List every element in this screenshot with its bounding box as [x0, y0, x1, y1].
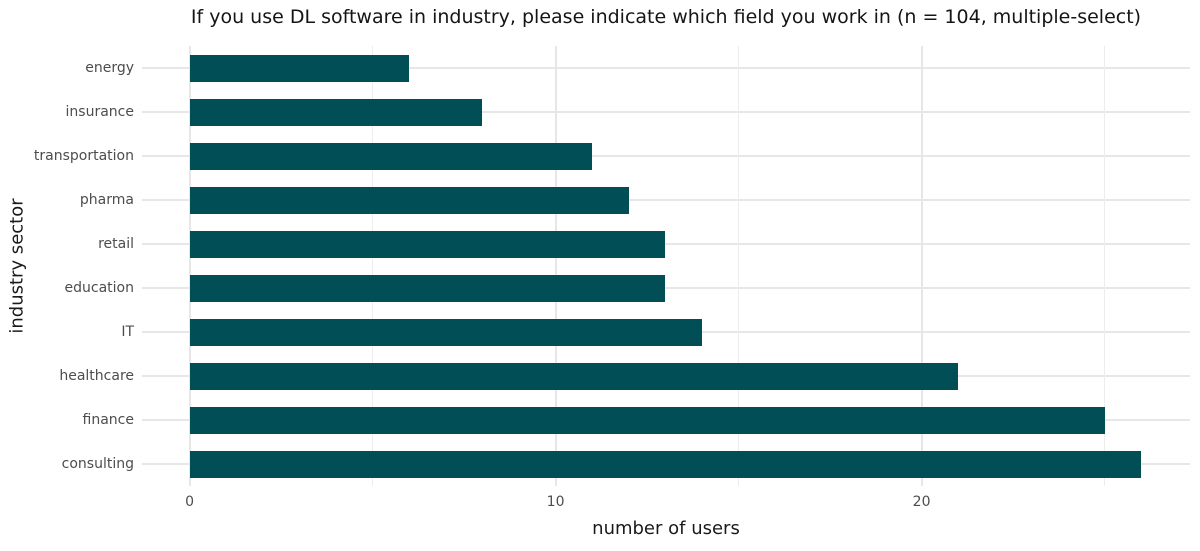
y-tick-label-pharma: pharma [79, 192, 134, 208]
y-tick-label-healthcare: healthcare [59, 368, 134, 384]
gridline-y-energy [142, 67, 1190, 69]
gridline-y-transportation [142, 155, 1190, 157]
bar-finance [189, 406, 1105, 434]
y-tick-label-education: education [64, 280, 134, 296]
y-tick-label-IT: IT [121, 324, 134, 340]
x-axis-ticks: 0 10 20 [142, 494, 1190, 514]
x-tick-label-20: 20 [912, 494, 931, 510]
y-tick-label-finance: finance [82, 412, 134, 428]
chart-title: If you use DL software in industry, plea… [190, 6, 1142, 28]
y-tick-label-consulting: consulting [61, 456, 134, 472]
gridline-y-retail [142, 243, 1190, 245]
gridline-y-education [142, 287, 1190, 289]
bar-IT [189, 318, 702, 346]
gridline-x-minor-5 [372, 46, 374, 486]
bar-energy [189, 54, 410, 82]
x-axis-title: number of users [592, 518, 740, 539]
bar-education [189, 274, 666, 302]
bar-insurance [189, 98, 483, 126]
bar-pharma [189, 186, 629, 214]
bar-transportation [189, 142, 593, 170]
gridline-y-insurance [142, 111, 1190, 113]
bar-healthcare [189, 362, 959, 390]
gridline-x-minor-15 [738, 46, 740, 486]
gridline-x-minor-25 [1104, 46, 1106, 486]
bar-retail [189, 230, 666, 258]
x-tick-label-0: 0 [185, 494, 195, 510]
y-tick-label-insurance: insurance [65, 104, 134, 120]
bar-consulting [189, 450, 1142, 478]
y-axis-labels: energy insurance transportation pharma retai… [0, 46, 134, 486]
gridline-x-major-10 [554, 46, 557, 486]
y-tick-label-energy: energy [85, 60, 134, 76]
plot-panel [142, 46, 1190, 486]
y-tick-label-retail: retail [98, 236, 134, 252]
y-tick-label-transportation: transportation [33, 148, 134, 164]
x-tick-label-10: 10 [546, 494, 565, 510]
gridline-y-pharma [142, 199, 1190, 201]
gridline-x-major-20 [920, 46, 923, 486]
gridline-x-major-0 [188, 46, 191, 486]
